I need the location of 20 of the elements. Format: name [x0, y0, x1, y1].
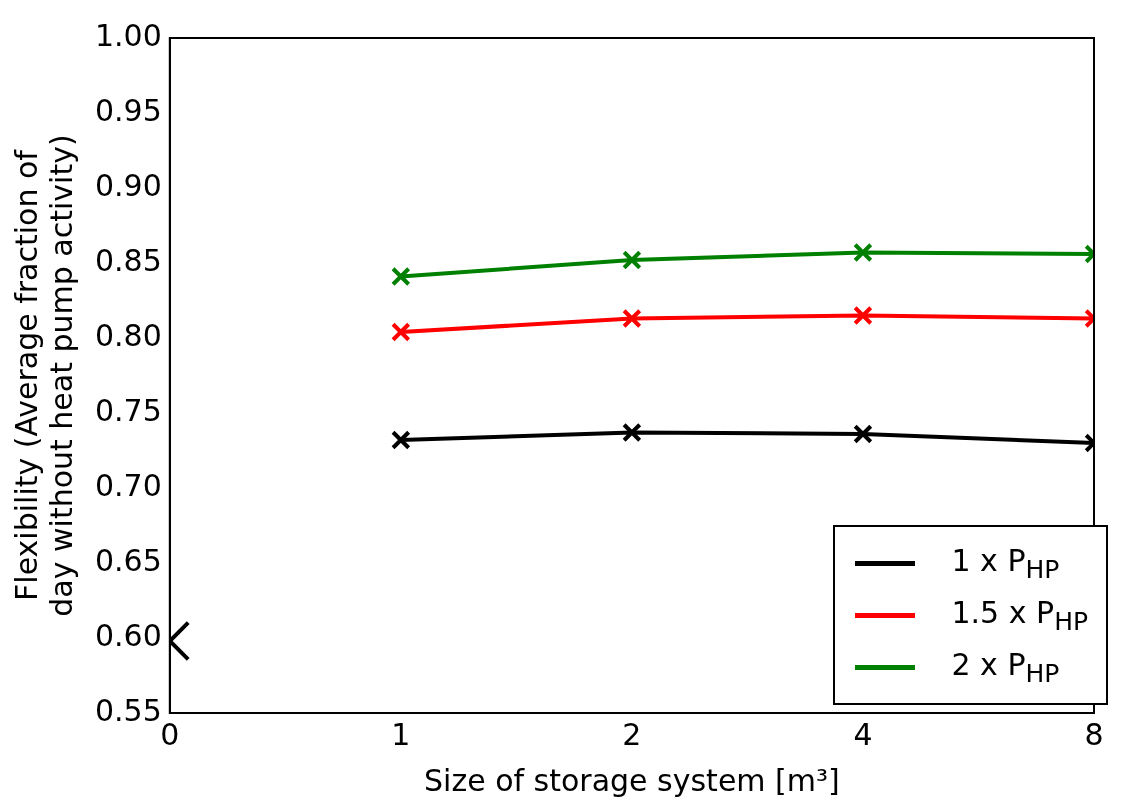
x-tick-label: 0 [160, 716, 180, 752]
y-tick-label: 0.75 [95, 392, 162, 428]
legend-label: 1 x P$_{HP}$ [951, 542, 1060, 584]
y-tick-label: 0.80 [95, 317, 162, 353]
y-tick-label: 1.00 [95, 17, 162, 53]
y-tick-label: 0.60 [95, 617, 162, 653]
y-tick-label: 0.90 [95, 167, 162, 203]
y-axis-title: Flexibility (Average fraction of day without heat pump activity) [9, 134, 79, 617]
legend-label: 2 x P$_{HP}$ [951, 646, 1060, 688]
y-tick-label: 0.70 [95, 467, 162, 503]
y-tick-label: 0.85 [95, 242, 162, 278]
x-tick-label: 1 [391, 716, 411, 752]
y-tick-label: 0.65 [95, 542, 162, 578]
y-tick-label: 0.55 [95, 692, 162, 728]
y-tick-label: 0.95 [95, 92, 162, 128]
x-tick-label: 8 [1084, 716, 1104, 752]
x-axis-title: Size of storage system [m³] [424, 762, 840, 798]
x-tick-label: 4 [853, 716, 873, 752]
legend-label: 1.5 x P$_{HP}$ [951, 594, 1088, 636]
x-tick-label: 2 [622, 716, 642, 752]
